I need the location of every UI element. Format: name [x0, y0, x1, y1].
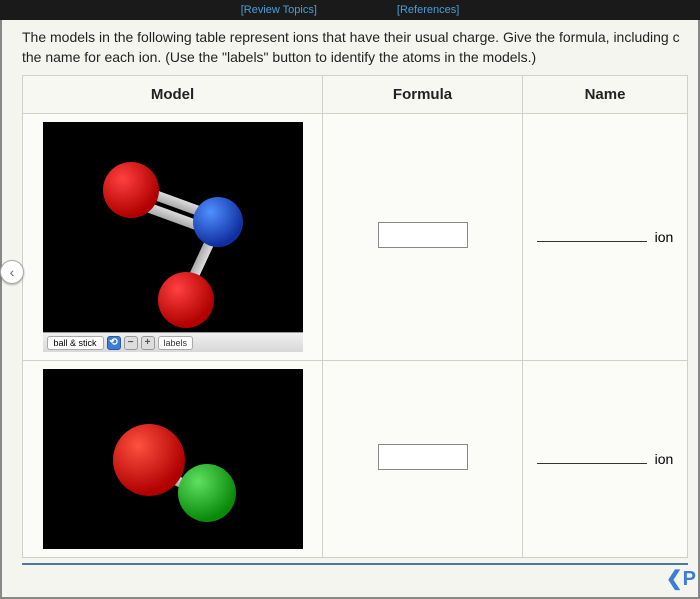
- viewer-toolbar: ball & stick⟲−+labels: [43, 332, 303, 352]
- ions-table: Model Formula Name ball & stick⟲−+labels…: [22, 75, 688, 558]
- view-mode-button[interactable]: ball & stick: [47, 336, 104, 350]
- table-row: ion: [23, 361, 688, 558]
- col-model: Model: [23, 76, 323, 114]
- ion-suffix: ion: [655, 451, 674, 467]
- model-cell: [23, 361, 323, 558]
- instruction-text: The models in the following table repres…: [22, 28, 688, 67]
- atom: [193, 197, 243, 247]
- labels-button[interactable]: labels: [158, 336, 194, 350]
- formula-input[interactable]: [378, 444, 468, 470]
- ion-suffix: ion: [655, 229, 674, 245]
- formula-cell: [323, 114, 523, 361]
- col-formula: Formula: [323, 76, 523, 114]
- formula-input[interactable]: [378, 222, 468, 248]
- atom: [158, 272, 214, 328]
- zoom-in-icon[interactable]: +: [141, 336, 155, 350]
- content: ‹ The models in the following table repr…: [0, 20, 700, 599]
- model-cell: ball & stick⟲−+labels: [23, 114, 323, 361]
- name-input[interactable]: [537, 241, 647, 242]
- divider: [22, 563, 688, 565]
- name-input[interactable]: [537, 463, 647, 464]
- references-link[interactable]: [References]: [397, 4, 459, 16]
- formula-cell: [323, 361, 523, 558]
- molecule-viewer[interactable]: [43, 369, 303, 549]
- zoom-out-icon[interactable]: −: [124, 336, 138, 350]
- atom: [178, 464, 236, 522]
- name-cell: ion: [523, 361, 688, 558]
- col-name: Name: [523, 76, 688, 114]
- next-page-marker[interactable]: ❮P: [666, 566, 696, 591]
- molecule-viewer[interactable]: ball & stick⟲−+labels: [43, 122, 303, 352]
- prev-page-button[interactable]: ‹: [0, 260, 24, 284]
- atom: [103, 162, 159, 218]
- review-topics-link[interactable]: [Review Topics]: [241, 4, 317, 16]
- atom: [113, 424, 185, 496]
- name-cell: ion: [523, 114, 688, 361]
- reset-icon[interactable]: ⟲: [107, 336, 121, 350]
- table-row: ball & stick⟲−+labels ion: [23, 114, 688, 361]
- topbar: [Review Topics] [References]: [0, 0, 700, 20]
